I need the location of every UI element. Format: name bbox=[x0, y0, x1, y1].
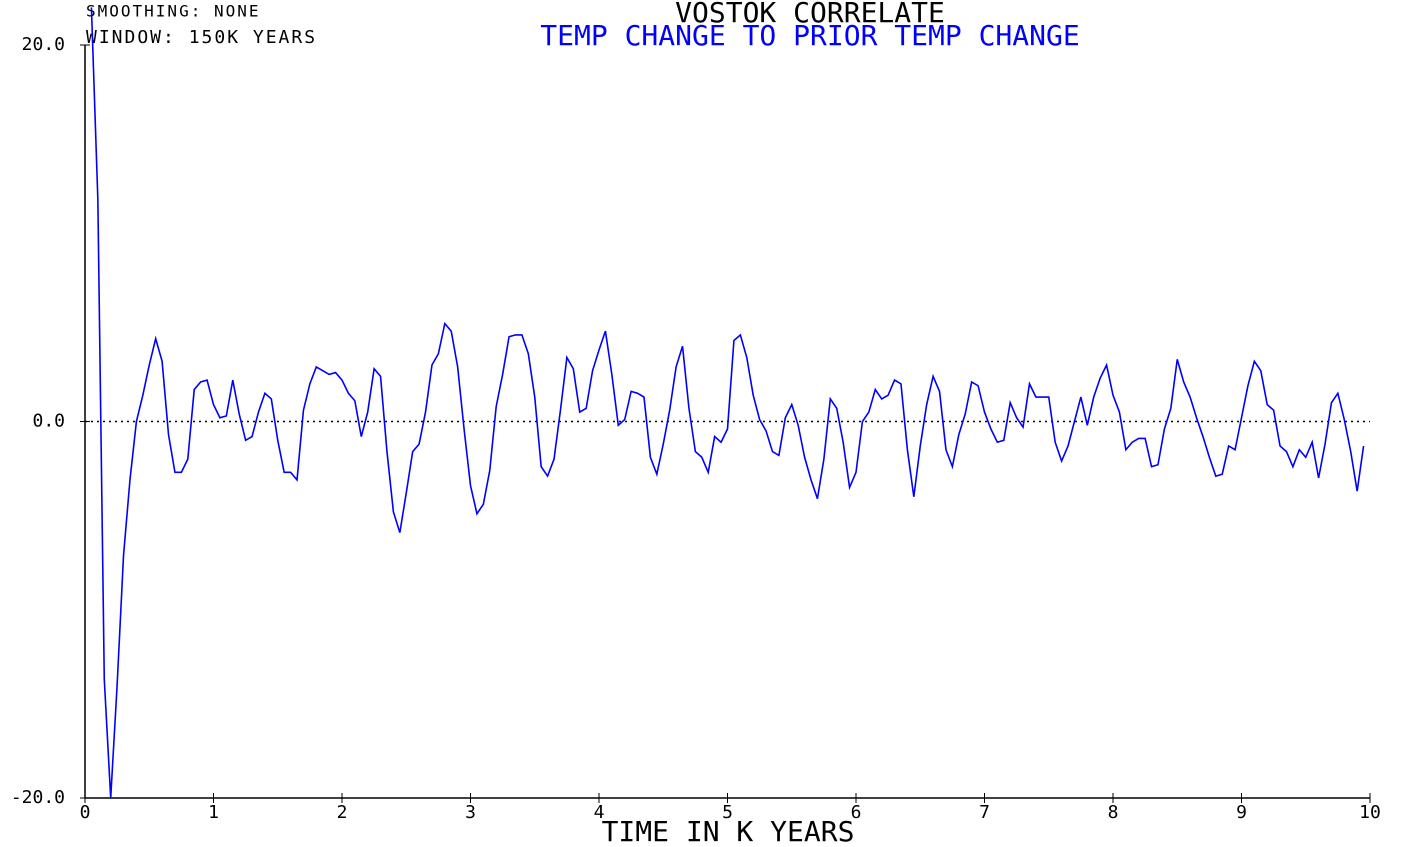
x-tick-label: 0 bbox=[80, 802, 91, 823]
annotation: SMOOTHING: NONE bbox=[86, 2, 261, 21]
y-tick-label: 20.0 bbox=[22, 34, 65, 55]
annotation: WINDOW: 150K YEARS bbox=[86, 27, 317, 48]
x-tick-label: 1 bbox=[208, 802, 219, 823]
x-tick-label: 9 bbox=[1236, 802, 1247, 823]
y-tick-label: 0.0 bbox=[32, 411, 65, 432]
x-tick-label: 5 bbox=[722, 802, 733, 823]
x-axis-label: TIME IN K YEARS bbox=[602, 815, 855, 847]
x-tick-label: 6 bbox=[851, 802, 862, 823]
x-tick-label: 7 bbox=[979, 802, 990, 823]
data-line bbox=[90, 7, 1365, 799]
x-tick-label: 2 bbox=[337, 802, 348, 823]
x-tick-label: 8 bbox=[1108, 802, 1119, 823]
x-tick-label: 4 bbox=[594, 802, 605, 823]
x-tick-label: 3 bbox=[465, 802, 476, 823]
chart-subtitle: TEMP CHANGE TO PRIOR TEMP CHANGE bbox=[540, 19, 1079, 52]
chart-title: VOSTOK CORRELATE bbox=[675, 0, 945, 29]
x-tick-label: 10 bbox=[1359, 802, 1381, 823]
y-tick-label: -20.0 bbox=[11, 787, 65, 808]
